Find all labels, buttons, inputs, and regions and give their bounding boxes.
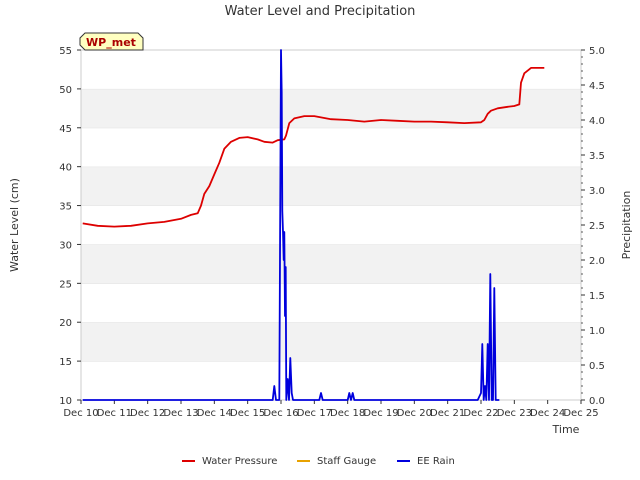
y-left-tick-label: 45 [59,124,72,135]
y-right-tick-label: 1.5 [589,291,605,302]
x-tick-label: Dec 14 [197,408,232,419]
y-left-tick-label: 40 [59,163,72,174]
y-left-tick-label: 20 [59,318,72,329]
y-right-tick-label: 2.5 [589,221,605,232]
y-axis-left: 10 15 20 25 30 35 40 45 50 55 [59,46,81,407]
y-left-tick-label: 55 [59,46,72,57]
y-axis-right: 0.0 0.5 1.0 1.5 2.0 2.5 3.0 3.5 4.0 4.5 5.0 [581,46,605,407]
x-tick-label: Dec 22 [463,408,498,419]
y-right-tick-label: 2.0 [589,256,605,267]
y-axis-left-label: Water Level (cm) [8,178,21,272]
grid-band [81,166,581,206]
y-axis-right-label: Precipitation [620,191,633,260]
y-right-tick-label: 3.0 [589,186,605,197]
y-left-tick-label: 50 [59,85,72,96]
grid-band [81,205,581,245]
x-tick-label: Dec 13 [163,408,198,419]
legend: Water Pressure Staff Gauge EE Rain [182,456,455,467]
grid-band [81,361,581,400]
x-tick-label: Dec 12 [130,408,165,419]
x-tick-label: Dec 21 [430,408,465,419]
legend-label: EE Rain [417,456,455,467]
legend-item: Water Pressure [182,456,277,467]
y-left-tick-label: 10 [59,396,72,407]
y-left-tick-label: 25 [59,279,72,290]
y-right-tick-label: 4.0 [589,116,605,127]
y-right-tick-label: 0.5 [589,361,605,372]
x-tick-label: Dec 15 [230,408,265,419]
legend-item: EE Rain [397,456,455,467]
x-tick-label: Dec 17 [297,408,332,419]
site-badge-box [79,32,144,51]
grid-band [81,322,581,362]
series-water-pressure [82,67,545,228]
grid-band [81,283,581,323]
legend-label: Water Pressure [202,456,277,467]
grid-band [81,244,581,284]
x-tick-label: Dec 20 [397,408,432,419]
grid-band [81,127,581,167]
x-tick-label: Dec 18 [330,408,365,419]
grid-band [81,50,581,89]
x-tick-label: Dec 24 [530,408,565,419]
y-right-tick-label: 3.5 [589,151,605,162]
y-right-tick-label: 5.0 [589,46,605,57]
x-tick-label: Dec 23 [497,408,532,419]
site-badge: WP_met [79,32,144,51]
grid-bands [81,49,581,400]
x-tick-label: Dec 11 [97,408,132,419]
x-tick-label: Dec 25 [563,408,598,419]
grid-band [81,88,581,128]
y-right-tick-label: 0.0 [589,396,605,407]
series-layer [82,49,545,401]
x-tick-label: Dec 16 [263,408,298,419]
legend-item: Staff Gauge [297,456,376,467]
y-left-tick-label: 30 [59,240,72,251]
series-ee-rain [82,49,500,401]
y-left-tick-label: 35 [59,202,72,213]
y-right-tick-label: 4.5 [589,81,605,92]
x-tick-label: Dec 10 [63,408,98,419]
chart-title: Water Level and Precipitation [225,4,416,19]
y-right-tick-label: 1.0 [589,326,605,337]
site-badge-label: WP_met [86,36,136,49]
y-left-tick-label: 15 [59,357,72,368]
legend-label: Staff Gauge [317,456,376,467]
x-axis-label: Time [552,423,580,436]
x-tick-label: Dec 19 [363,408,398,419]
